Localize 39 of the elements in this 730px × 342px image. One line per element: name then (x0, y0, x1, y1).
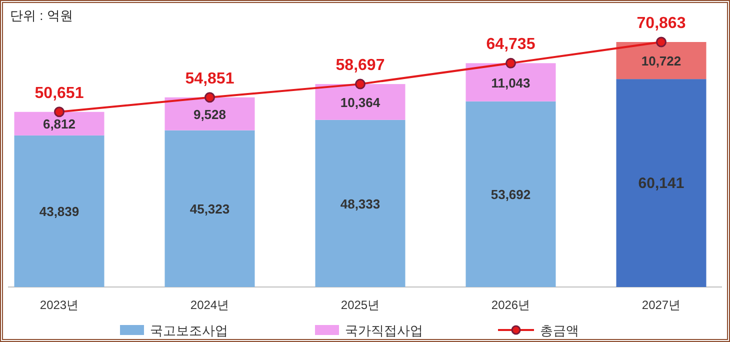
legend-label: 국고보조사업 (150, 323, 228, 338)
bar (14, 135, 104, 287)
data-label: 43,839 (39, 204, 80, 220)
bar (616, 79, 706, 287)
point (54, 106, 64, 118)
data-label: 11,043 (491, 75, 530, 90)
bar (466, 101, 556, 287)
legend-label: 총금액 (540, 323, 579, 338)
data-label: 10,364 (340, 94, 381, 110)
bar (164, 130, 255, 287)
annotation: 단위 : 억원 (10, 8, 73, 23)
x-tick-label: 2027년 (642, 298, 681, 312)
point (204, 92, 215, 103)
point (656, 36, 666, 48)
bar (315, 120, 406, 287)
data-label: 60,141 (638, 175, 684, 192)
x-tick-label: 2023년 (40, 298, 79, 312)
data-label: 64,735 (486, 36, 536, 54)
data-label: 58,697 (336, 57, 385, 74)
bar (164, 97, 255, 130)
bar (315, 84, 406, 120)
data-label: 54,851 (185, 70, 234, 88)
x-tick-label: 2026년 (491, 298, 530, 312)
data-label: 48,333 (340, 196, 380, 212)
data-label: 50,651 (34, 84, 84, 102)
bar (616, 42, 706, 80)
data-label: 9,528 (193, 106, 226, 122)
data-label: 10,722 (641, 54, 682, 69)
legend-label: 국가직접사업 (345, 323, 423, 338)
bar (14, 112, 104, 136)
data-label: 70,863 (636, 15, 686, 32)
x-tick-label: 2025년 (340, 298, 380, 312)
data-label: 45,323 (190, 202, 230, 217)
data-label: 53,692 (490, 187, 531, 202)
bar (466, 63, 556, 102)
x-tick-label: 2024년 (190, 298, 230, 312)
point (506, 58, 516, 68)
point (355, 78, 366, 90)
data-label: 6,812 (42, 116, 76, 132)
